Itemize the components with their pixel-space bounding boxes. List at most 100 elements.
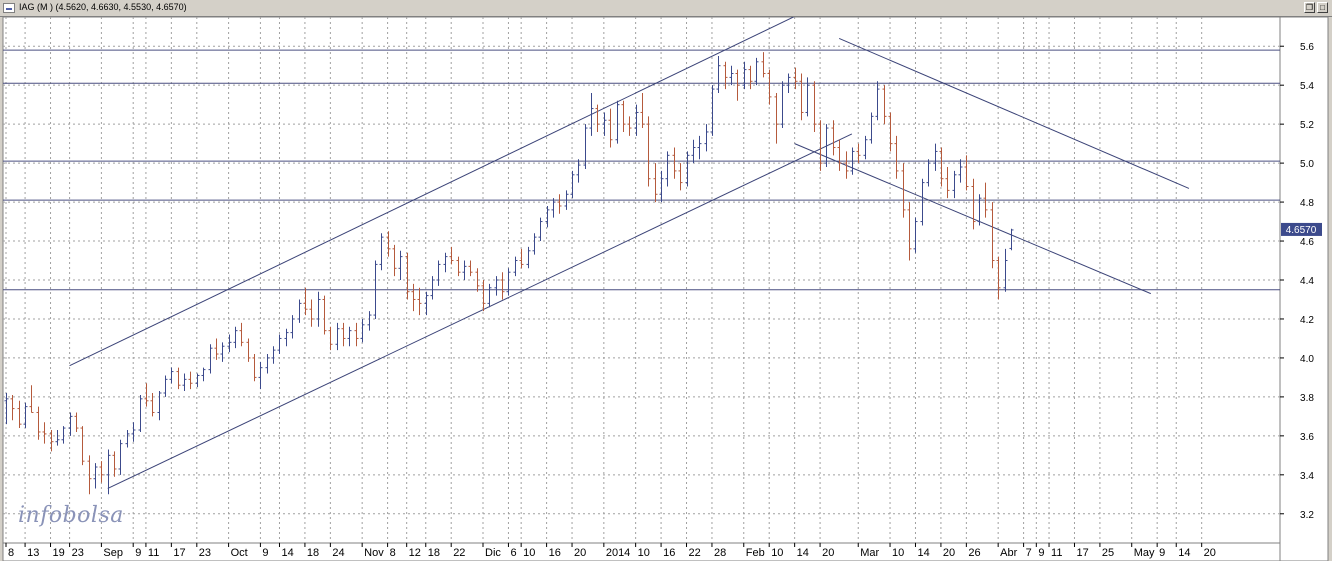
price-bar (449, 246, 454, 265)
x-tick-label: 28 (714, 547, 726, 559)
price-bar (220, 342, 225, 362)
price-bar (131, 422, 136, 442)
price-bar (1009, 228, 1014, 251)
price-bar (481, 280, 486, 312)
price-bar (322, 295, 327, 335)
x-tick-label: Sep (103, 547, 123, 559)
price-bar (367, 311, 372, 331)
price-bar (545, 205, 550, 228)
price-bar (360, 318, 365, 343)
x-tick-label: 9 (1038, 547, 1044, 559)
price-bar (138, 394, 143, 432)
price-bar (665, 151, 670, 187)
price-bar (945, 167, 950, 199)
price-bar (551, 198, 556, 218)
x-tick-label: May (1134, 547, 1155, 559)
y-tick-label: 4.6 (1300, 237, 1314, 248)
price-bar (697, 135, 702, 160)
price-bar (61, 426, 66, 444)
price-bar (144, 383, 149, 407)
price-bar (506, 268, 511, 296)
price-bar (621, 100, 626, 132)
maximize-button[interactable]: □ (1317, 2, 1328, 13)
price-bar (774, 92, 779, 144)
price-bar (487, 283, 492, 308)
price-bar (875, 81, 880, 121)
trendlines (69, 17, 1190, 489)
price-bar (411, 283, 416, 312)
price-bar (583, 124, 588, 169)
price-bar (837, 139, 842, 171)
x-tick-label: 20 (1204, 547, 1216, 559)
price-bar (716, 55, 721, 93)
price-bar (723, 61, 728, 90)
price-bar (49, 430, 54, 452)
x-tick-label: 23 (199, 547, 211, 559)
price-bar (462, 260, 467, 280)
price-bar (894, 135, 899, 179)
price-bar (354, 322, 359, 347)
price-bar (36, 406, 41, 440)
price-bar (691, 139, 696, 164)
price-bar (882, 85, 887, 125)
price-bar (888, 112, 893, 152)
price-bar (176, 367, 181, 390)
price-bar (271, 346, 276, 364)
x-tick-label: 26 (968, 547, 980, 559)
y-tick-label: 3.2 (1300, 510, 1314, 521)
x-tick-label: 14 (1178, 547, 1190, 559)
price-bar (430, 276, 435, 300)
price-bar (831, 120, 836, 156)
y-axis-panel (1279, 17, 1329, 561)
price-bar (735, 69, 740, 101)
price-bar (659, 170, 664, 203)
price-bar (316, 291, 321, 327)
price-bar (971, 178, 976, 230)
price-bar (818, 120, 823, 171)
trendline (838, 37, 1190, 189)
price-bar (634, 104, 639, 136)
x-tick-label: 10 (892, 547, 904, 559)
price-bar (246, 338, 251, 362)
y-tick-label: 4.0 (1300, 354, 1314, 365)
x-tick-label: 10 (638, 547, 650, 559)
x-tick-label: Abr (1000, 547, 1017, 559)
x-tick-label: 17 (1076, 547, 1088, 559)
price-bar (570, 170, 575, 199)
price-bar (258, 361, 263, 390)
x-tick-label: 14 (281, 547, 293, 559)
x-tick-label: 23 (72, 547, 84, 559)
y-tick-label: 5.4 (1300, 81, 1314, 92)
price-bar (780, 81, 785, 129)
price-bar (913, 217, 918, 253)
restore-button[interactable]: ❐ (1304, 2, 1315, 13)
price-bar (169, 367, 174, 384)
price-bar (824, 124, 829, 168)
price-bar (182, 373, 187, 392)
price-bar (195, 373, 200, 388)
price-bar (926, 159, 931, 187)
last-price-tag (1281, 222, 1322, 236)
price-bar (958, 159, 963, 183)
y-tick-label: 3.6 (1300, 432, 1314, 443)
price-bar (767, 69, 772, 105)
price-bar (710, 85, 715, 136)
price-bar (42, 422, 47, 444)
price-bar (920, 178, 925, 226)
x-tick-label: Dic (485, 547, 501, 559)
x-tick-label: 14 (797, 547, 809, 559)
price-bar (214, 338, 219, 360)
y-tick-label: 4.4 (1300, 276, 1314, 287)
price-bar (252, 354, 257, 382)
x-tick-label: 20 (822, 547, 834, 559)
x-tick-label: Feb (746, 547, 765, 559)
x-axis: 8 13 19 23 Sep 9 11 17 23 Oct 9 14 18 24 Nov 8 12 18 22 Dic… (5, 543, 1216, 559)
price-bar (564, 190, 569, 210)
x-tick-label: 13 (27, 547, 39, 559)
y-tick-label: 3.4 (1300, 471, 1314, 482)
x-tick-label: 12 (409, 547, 421, 559)
trendline (107, 133, 853, 489)
price-bar (494, 276, 499, 296)
price-bar (150, 392, 155, 417)
x-tick-label: 7 (1026, 547, 1032, 559)
